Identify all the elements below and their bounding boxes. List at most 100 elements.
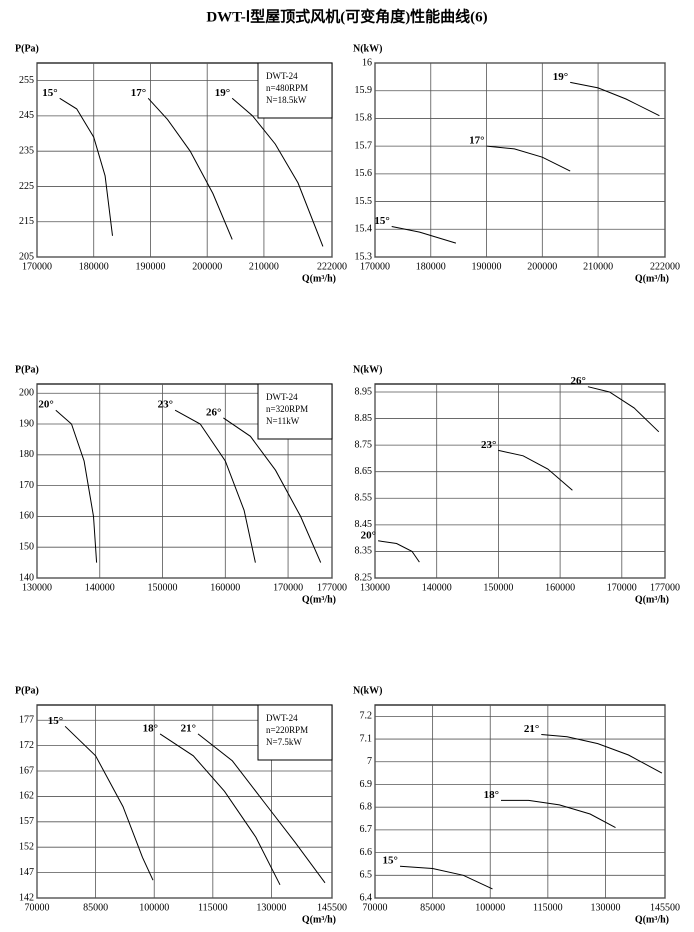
x-axis-label: Q(m³/h) xyxy=(635,914,669,925)
x-tick-label: 160000 xyxy=(210,582,240,593)
y-tick-label: 152 xyxy=(19,842,34,853)
y-tick-label: 15.8 xyxy=(355,113,373,124)
y-tick-label: 8.45 xyxy=(355,519,373,530)
curve xyxy=(159,733,281,886)
curve xyxy=(501,799,616,829)
curve-label: 17° xyxy=(469,135,484,147)
x-tick-label: 177000 xyxy=(650,582,680,593)
y-tick-label: 6.9 xyxy=(360,779,373,790)
info-text: N=7.5kW xyxy=(266,737,302,747)
y-tick-label: 7 xyxy=(367,756,372,767)
x-tick-label: 70000 xyxy=(25,902,50,913)
curve-label: 19° xyxy=(553,71,568,83)
curve xyxy=(55,409,98,563)
y-tick-label: 7.2 xyxy=(360,711,373,722)
info-text: n=480RPM xyxy=(266,83,308,93)
curve xyxy=(570,81,660,117)
page-title: DWT-Ⅰ型屋顶式风机(可变角度)性能曲线(6) xyxy=(206,7,487,25)
x-tick-label: 115000 xyxy=(198,902,228,913)
y-tick-label: 200 xyxy=(19,388,34,399)
x-tick-label: 170000 xyxy=(22,261,52,272)
curve xyxy=(587,386,660,433)
x-axis-label: Q(m³/h) xyxy=(635,594,669,605)
curve xyxy=(391,226,457,244)
y-tick-label: 15.7 xyxy=(355,140,373,151)
curve xyxy=(231,97,324,247)
y-tick-label: 162 xyxy=(19,791,34,802)
x-tick-label: 177000 xyxy=(317,582,347,593)
y-tick-label: 150 xyxy=(19,542,34,553)
x-axis-label: Q(m³/h) xyxy=(302,594,336,605)
curve xyxy=(64,725,154,881)
curve-label: 18° xyxy=(143,722,158,734)
y-tick-label: 8.95 xyxy=(355,386,373,397)
x-tick-label: 70000 xyxy=(363,902,388,913)
x-axis-label: Q(m³/h) xyxy=(302,914,336,925)
y-tick-label: 225 xyxy=(19,181,34,192)
info-text: n=220RPM xyxy=(266,725,308,735)
y-tick-label: 157 xyxy=(19,816,34,827)
y-axis-label: P(Pa) xyxy=(15,364,39,375)
plot-area xyxy=(374,383,666,579)
y-tick-label: 16 xyxy=(362,57,372,68)
curve-label: 26° xyxy=(570,375,585,387)
curve-label: 19° xyxy=(215,87,230,99)
x-tick-label: 160000 xyxy=(545,582,575,593)
y-tick-label: 177 xyxy=(19,715,34,726)
info-box xyxy=(257,704,333,761)
y-tick-label: 6.8 xyxy=(360,801,373,812)
x-tick-label: 130000 xyxy=(590,902,620,913)
info-text: DWT-24 xyxy=(266,713,298,723)
curve-label: 20° xyxy=(38,399,53,411)
info-box xyxy=(257,62,333,119)
curve xyxy=(197,733,326,884)
curve xyxy=(378,540,420,563)
x-axis-label: Q(m³/h) xyxy=(635,273,669,284)
y-tick-label: 172 xyxy=(19,740,34,751)
y-tick-label: 15.9 xyxy=(355,85,373,96)
x-tick-label: 100000 xyxy=(139,902,169,913)
y-axis-label: N(kW) xyxy=(353,43,382,54)
x-axis-label: Q(m³/h) xyxy=(302,273,336,284)
y-axis-label: P(Pa) xyxy=(15,685,39,696)
y-tick-label: 8.55 xyxy=(355,493,373,504)
y-axis-label: N(kW) xyxy=(353,685,382,696)
curve-label: 21° xyxy=(524,723,539,735)
x-tick-label: 222000 xyxy=(317,261,347,272)
x-tick-label: 85000 xyxy=(83,902,108,913)
plot-area xyxy=(374,704,666,899)
curve xyxy=(498,449,573,491)
x-tick-label: 200000 xyxy=(527,261,557,272)
x-tick-label: 145500 xyxy=(317,902,347,913)
x-tick-label: 130000 xyxy=(22,582,52,593)
x-tick-label: 115000 xyxy=(533,902,563,913)
curve-label: 17° xyxy=(131,87,146,99)
y-tick-label: 8.65 xyxy=(355,466,373,477)
x-tick-label: 210000 xyxy=(583,261,613,272)
info-text: DWT-24 xyxy=(266,71,298,81)
y-tick-label: 245 xyxy=(19,110,34,121)
x-tick-label: 180000 xyxy=(416,261,446,272)
info-text: DWT-24 xyxy=(266,392,298,402)
x-tick-label: 222000 xyxy=(650,261,680,272)
y-tick-label: 255 xyxy=(19,75,34,86)
x-tick-label: 130000 xyxy=(360,582,390,593)
curve-label: 21° xyxy=(181,722,196,734)
y-tick-label: 15.3 xyxy=(355,251,373,262)
y-axis-label: N(kW) xyxy=(353,364,382,375)
x-tick-label: 180000 xyxy=(79,261,109,272)
curve-label: 23° xyxy=(158,399,173,411)
y-tick-label: 6.6 xyxy=(360,847,373,858)
x-tick-label: 170000 xyxy=(607,582,637,593)
y-tick-label: 160 xyxy=(19,511,34,522)
y-tick-label: 6.7 xyxy=(360,824,373,835)
info-text: N=11kW xyxy=(266,416,300,426)
y-tick-label: 235 xyxy=(19,145,34,156)
y-tick-label: 8.35 xyxy=(355,546,373,557)
plot-area xyxy=(374,62,666,258)
x-tick-label: 210000 xyxy=(249,261,279,272)
curve-label: 15° xyxy=(374,215,389,227)
y-tick-label: 205 xyxy=(19,251,34,262)
curve-label: 18° xyxy=(484,789,499,801)
